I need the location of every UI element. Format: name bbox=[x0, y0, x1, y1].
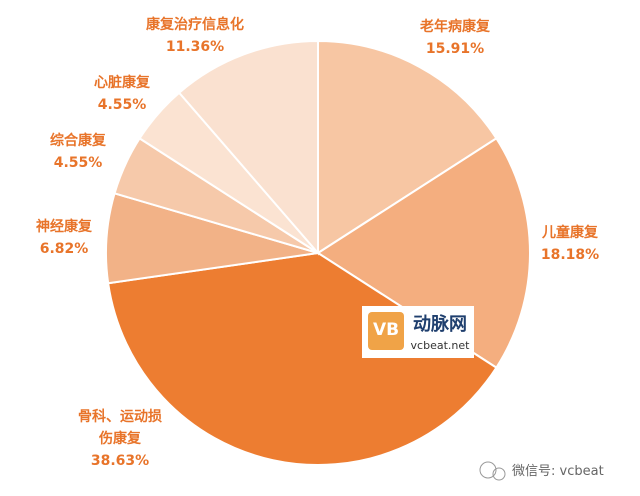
slice-label: 老年病康复 15.91% bbox=[410, 16, 500, 60]
slice-label: 心脏康复 4.55% bbox=[77, 72, 167, 116]
category-label: 康复治疗信息化 bbox=[146, 17, 244, 33]
pie-slice bbox=[177, 39, 319, 256]
logo-text: VB bbox=[373, 320, 399, 340]
value-label: 15.91% bbox=[425, 41, 485, 57]
wechat-id: 微信号: vcbeat bbox=[512, 464, 604, 479]
value-label: 18.18% bbox=[540, 247, 600, 263]
pie-slice bbox=[107, 251, 498, 466]
pie-slice bbox=[316, 137, 531, 369]
slice-label: 儿童康复 18.18% bbox=[525, 222, 615, 266]
pie-slice bbox=[317, 39, 498, 255]
category-label: 心脏康复 bbox=[94, 75, 150, 91]
logo-mark bbox=[368, 312, 404, 350]
value-label: 6.82% bbox=[39, 241, 89, 257]
wechat-icon bbox=[492, 467, 506, 481]
value-label: 11.36% bbox=[165, 39, 225, 55]
watermark-url: vcbeat.net bbox=[411, 339, 471, 352]
wechat-icon bbox=[479, 461, 497, 479]
category-label: 神经康复 bbox=[36, 219, 92, 235]
category-label: 综合康复 bbox=[50, 133, 106, 149]
category-label: 儿童康复 bbox=[542, 225, 598, 241]
slice-label: 综合康复 4.55% bbox=[33, 130, 123, 174]
pie bbox=[105, 39, 531, 466]
value-label: 38.63% bbox=[90, 453, 150, 469]
value-label: 4.55% bbox=[97, 97, 147, 113]
slice-label: 康复治疗信息化 11.36% bbox=[125, 14, 265, 58]
value-label: 4.55% bbox=[53, 155, 103, 171]
slice-label: 骨科、运动损伤康复 38.63% bbox=[72, 406, 168, 472]
category-label: 骨科、运动损伤康复 bbox=[78, 409, 162, 447]
category-label: 老年病康复 bbox=[420, 19, 490, 35]
watermark-name: 动脉网 bbox=[413, 313, 467, 335]
slice-label: 神经康复 6.82% bbox=[19, 216, 109, 260]
